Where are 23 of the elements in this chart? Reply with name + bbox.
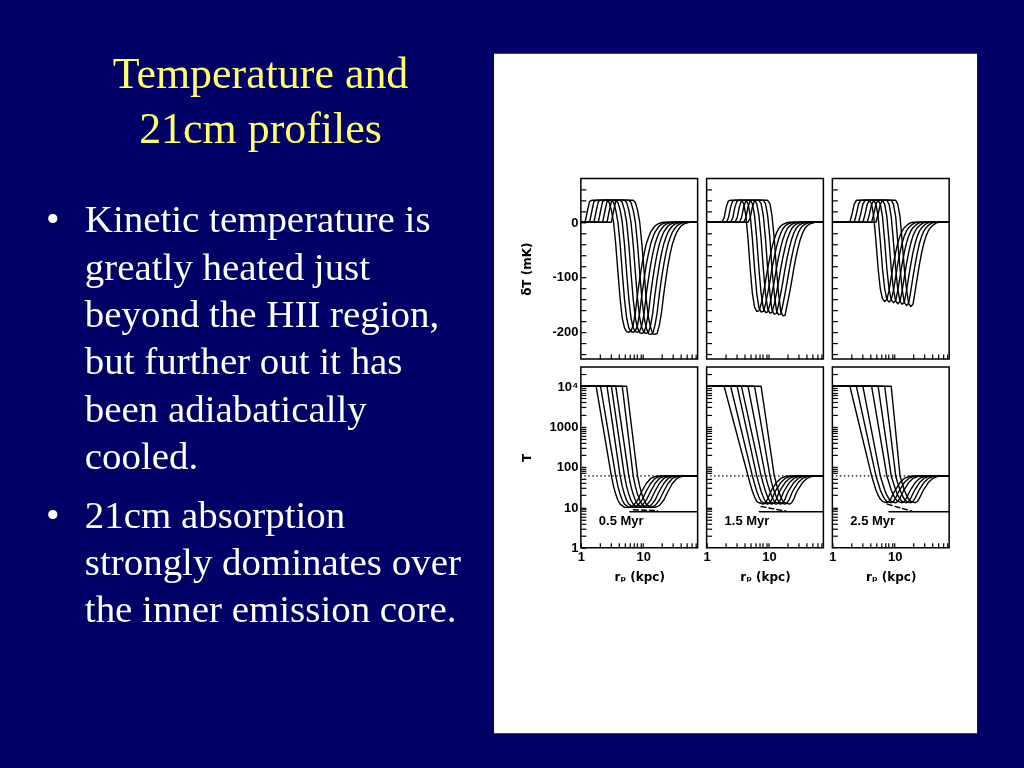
y-axis-title: δT (mK): [520, 242, 535, 296]
y-tick-label: -100: [552, 269, 579, 285]
y-tick-label: 10⁴: [557, 378, 579, 394]
y-tick-label: 10: [563, 499, 579, 515]
y-tick-label: 1000: [549, 419, 579, 435]
text: • Kinetic temperature is greatly heated just beyond the HII region, but further out it has been adiabatically cooled.: [45, 197, 440, 477]
annotation: 0.5 Myr: [598, 513, 644, 529]
annotation: 1.5 Myr: [724, 513, 770, 529]
x-tick-label: 10: [762, 549, 777, 565]
y-tick-label: -200: [552, 324, 579, 340]
x-axis-title: rₚ (kpc): [866, 570, 917, 585]
x-axis-title: rₚ (kpc): [614, 570, 665, 585]
x-tick-label: 1: [829, 549, 837, 565]
x-tick-label: 1: [703, 549, 711, 565]
text: • 21cm absorption strongly dominates over the inner emission core.: [45, 492, 461, 631]
annotation: 2.5 Myr: [850, 513, 896, 529]
y-tick-label: 100: [556, 459, 579, 475]
x-tick-label: 10: [636, 549, 651, 565]
text: Temperature and 21cm profiles: [112, 48, 409, 153]
y-axis-title: T: [520, 452, 535, 462]
y-tick-label: 0: [571, 214, 579, 230]
x-axis-title: rₚ (kpc): [740, 570, 791, 585]
x-tick-label: 10: [887, 549, 903, 565]
